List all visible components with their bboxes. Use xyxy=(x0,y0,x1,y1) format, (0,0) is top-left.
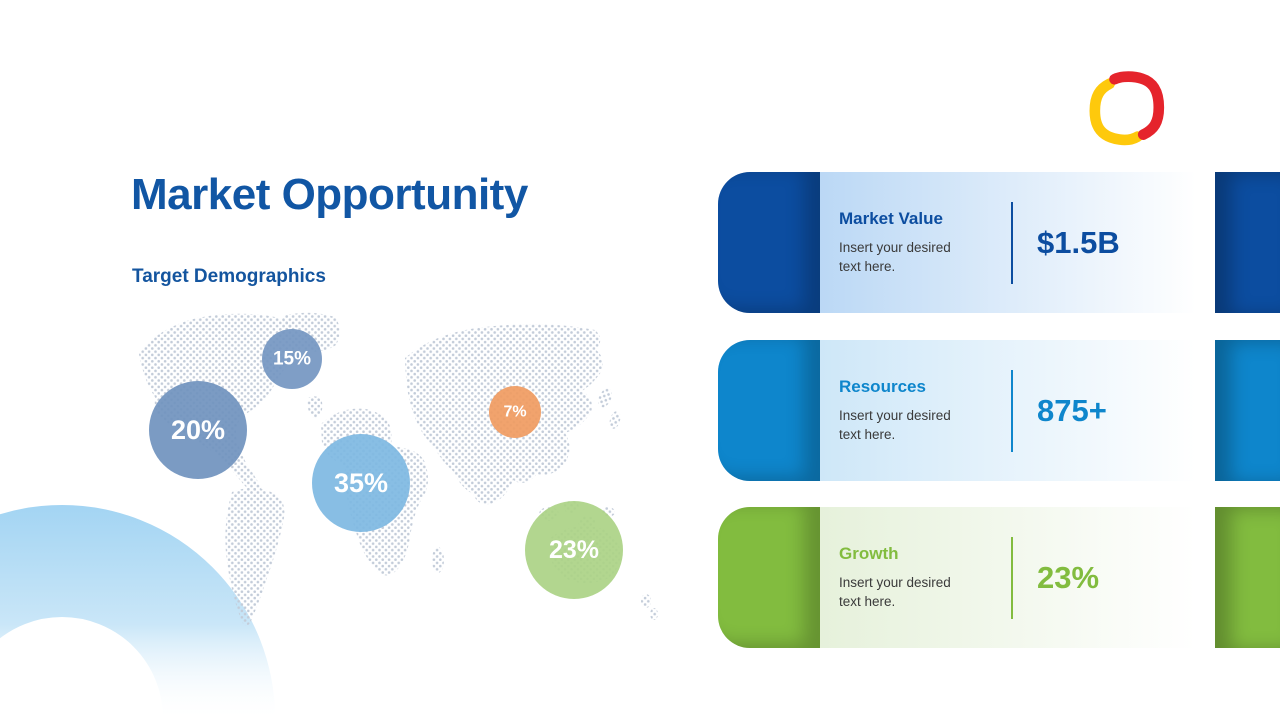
bubble-15-label: 15% xyxy=(273,349,311,370)
card-description: Insert your desired text here. xyxy=(839,575,951,609)
bubble-7: 7% xyxy=(489,386,541,438)
card-edge-bar xyxy=(1215,507,1280,648)
card-value: 875+ xyxy=(1037,392,1107,428)
logo-yellow-stroke xyxy=(1089,78,1143,146)
world-map: 15% 20% 35% 7% 23% xyxy=(139,312,658,626)
island-japan-1 xyxy=(598,388,612,408)
card-title: Resources xyxy=(839,377,926,396)
bubble-7-label: 7% xyxy=(503,404,526,421)
brand-logo-icon xyxy=(1089,71,1165,146)
card-panel: Resources Insert your desired text here.… xyxy=(820,340,1196,481)
island-japan-2 xyxy=(609,411,621,429)
bubble-35: 35% xyxy=(312,434,410,532)
card-divider xyxy=(1011,369,1013,452)
bubble-20-label: 20% xyxy=(171,415,225,445)
island-nz-2 xyxy=(650,608,658,620)
card-title: Growth xyxy=(839,544,899,563)
card-accent-pill xyxy=(718,172,820,313)
card-edge-bar xyxy=(1215,340,1280,481)
island-nz-1 xyxy=(641,594,651,608)
stat-card-growth: Growth Insert your desired text here. 23… xyxy=(718,507,1280,648)
card-description: Insert your desired text here. xyxy=(839,408,951,442)
bubble-23: 23% xyxy=(525,501,623,599)
bubble-15: 15% xyxy=(262,329,322,389)
card-accent-pill xyxy=(718,340,820,481)
card-panel: Market Value Insert your desired text he… xyxy=(820,172,1196,313)
page-title: Market Opportunity xyxy=(131,170,528,219)
bubble-23-label: 23% xyxy=(549,536,599,564)
page-subtitle: Target Demographics xyxy=(132,266,326,287)
island-madagascar xyxy=(432,547,444,573)
stat-card-resources: Resources Insert your desired text here.… xyxy=(718,340,1280,481)
bubble-35-label: 35% xyxy=(334,468,388,498)
card-panel: Growth Insert your desired text here. 23… xyxy=(820,507,1196,648)
map-bubbles: 15% 20% 35% 7% 23% xyxy=(149,329,623,599)
card-description: Insert your desired text here. xyxy=(839,240,951,274)
card-divider xyxy=(1011,536,1013,619)
logo-red-stroke xyxy=(1109,71,1165,140)
card-value: 23% xyxy=(1037,559,1100,595)
card-accent-pill xyxy=(718,507,820,648)
card-edge-bar xyxy=(1215,172,1280,313)
card-value: $1.5B xyxy=(1037,224,1120,260)
card-title: Market Value xyxy=(839,209,943,228)
card-divider xyxy=(1011,201,1013,284)
continent-south-america xyxy=(225,487,285,626)
island-uk xyxy=(307,396,323,419)
bubble-20: 20% xyxy=(149,381,247,479)
stat-card-market-value: Market Value Insert your desired text he… xyxy=(718,172,1280,313)
